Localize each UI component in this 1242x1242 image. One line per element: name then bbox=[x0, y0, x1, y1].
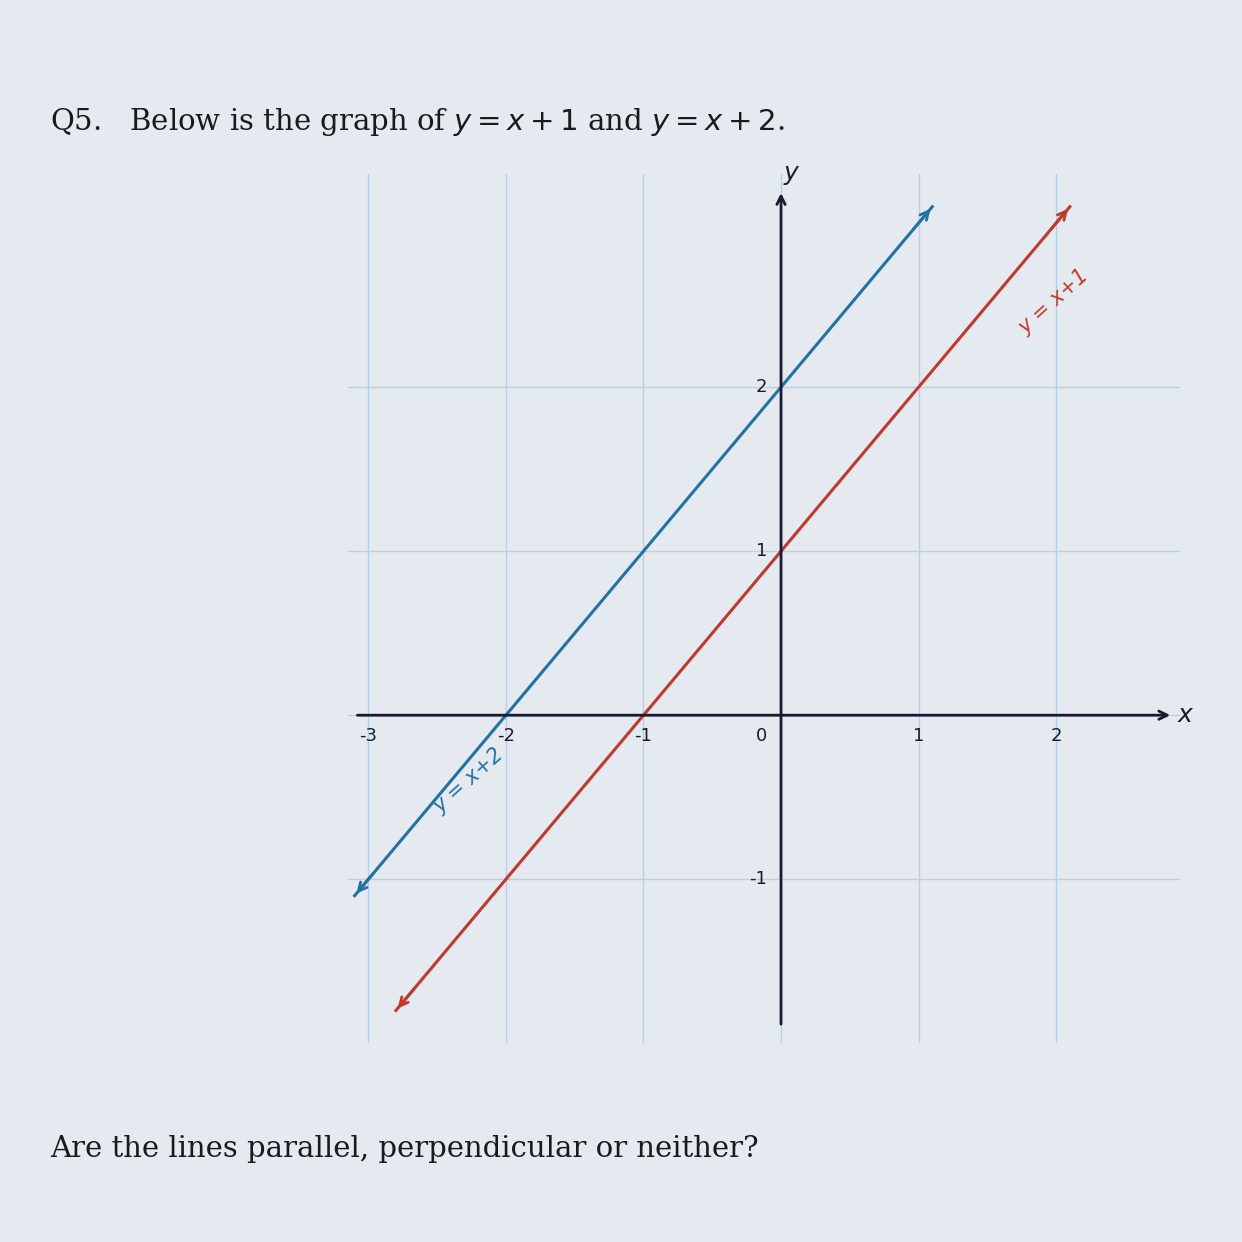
Text: $y$: $y$ bbox=[784, 163, 801, 188]
Text: Are the lines parallel, perpendicular or neither?: Are the lines parallel, perpendicular or… bbox=[50, 1135, 759, 1163]
Text: 0: 0 bbox=[756, 727, 768, 745]
Text: 2: 2 bbox=[756, 378, 768, 396]
Text: 1: 1 bbox=[913, 727, 924, 745]
Text: y = x+1: y = x+1 bbox=[1015, 266, 1092, 338]
Text: -3: -3 bbox=[359, 727, 378, 745]
Text: Q5.   Below is the graph of $y = x + 1$ and $y = x + 2$.: Q5. Below is the graph of $y = x + 1$ an… bbox=[50, 106, 784, 138]
Text: -1: -1 bbox=[635, 727, 652, 745]
Text: -1: -1 bbox=[749, 871, 768, 888]
Text: $x$: $x$ bbox=[1177, 703, 1195, 728]
Text: -2: -2 bbox=[497, 727, 515, 745]
Text: 1: 1 bbox=[756, 543, 768, 560]
Text: 2: 2 bbox=[1051, 727, 1062, 745]
Text: y = x+2: y = x+2 bbox=[430, 744, 508, 817]
